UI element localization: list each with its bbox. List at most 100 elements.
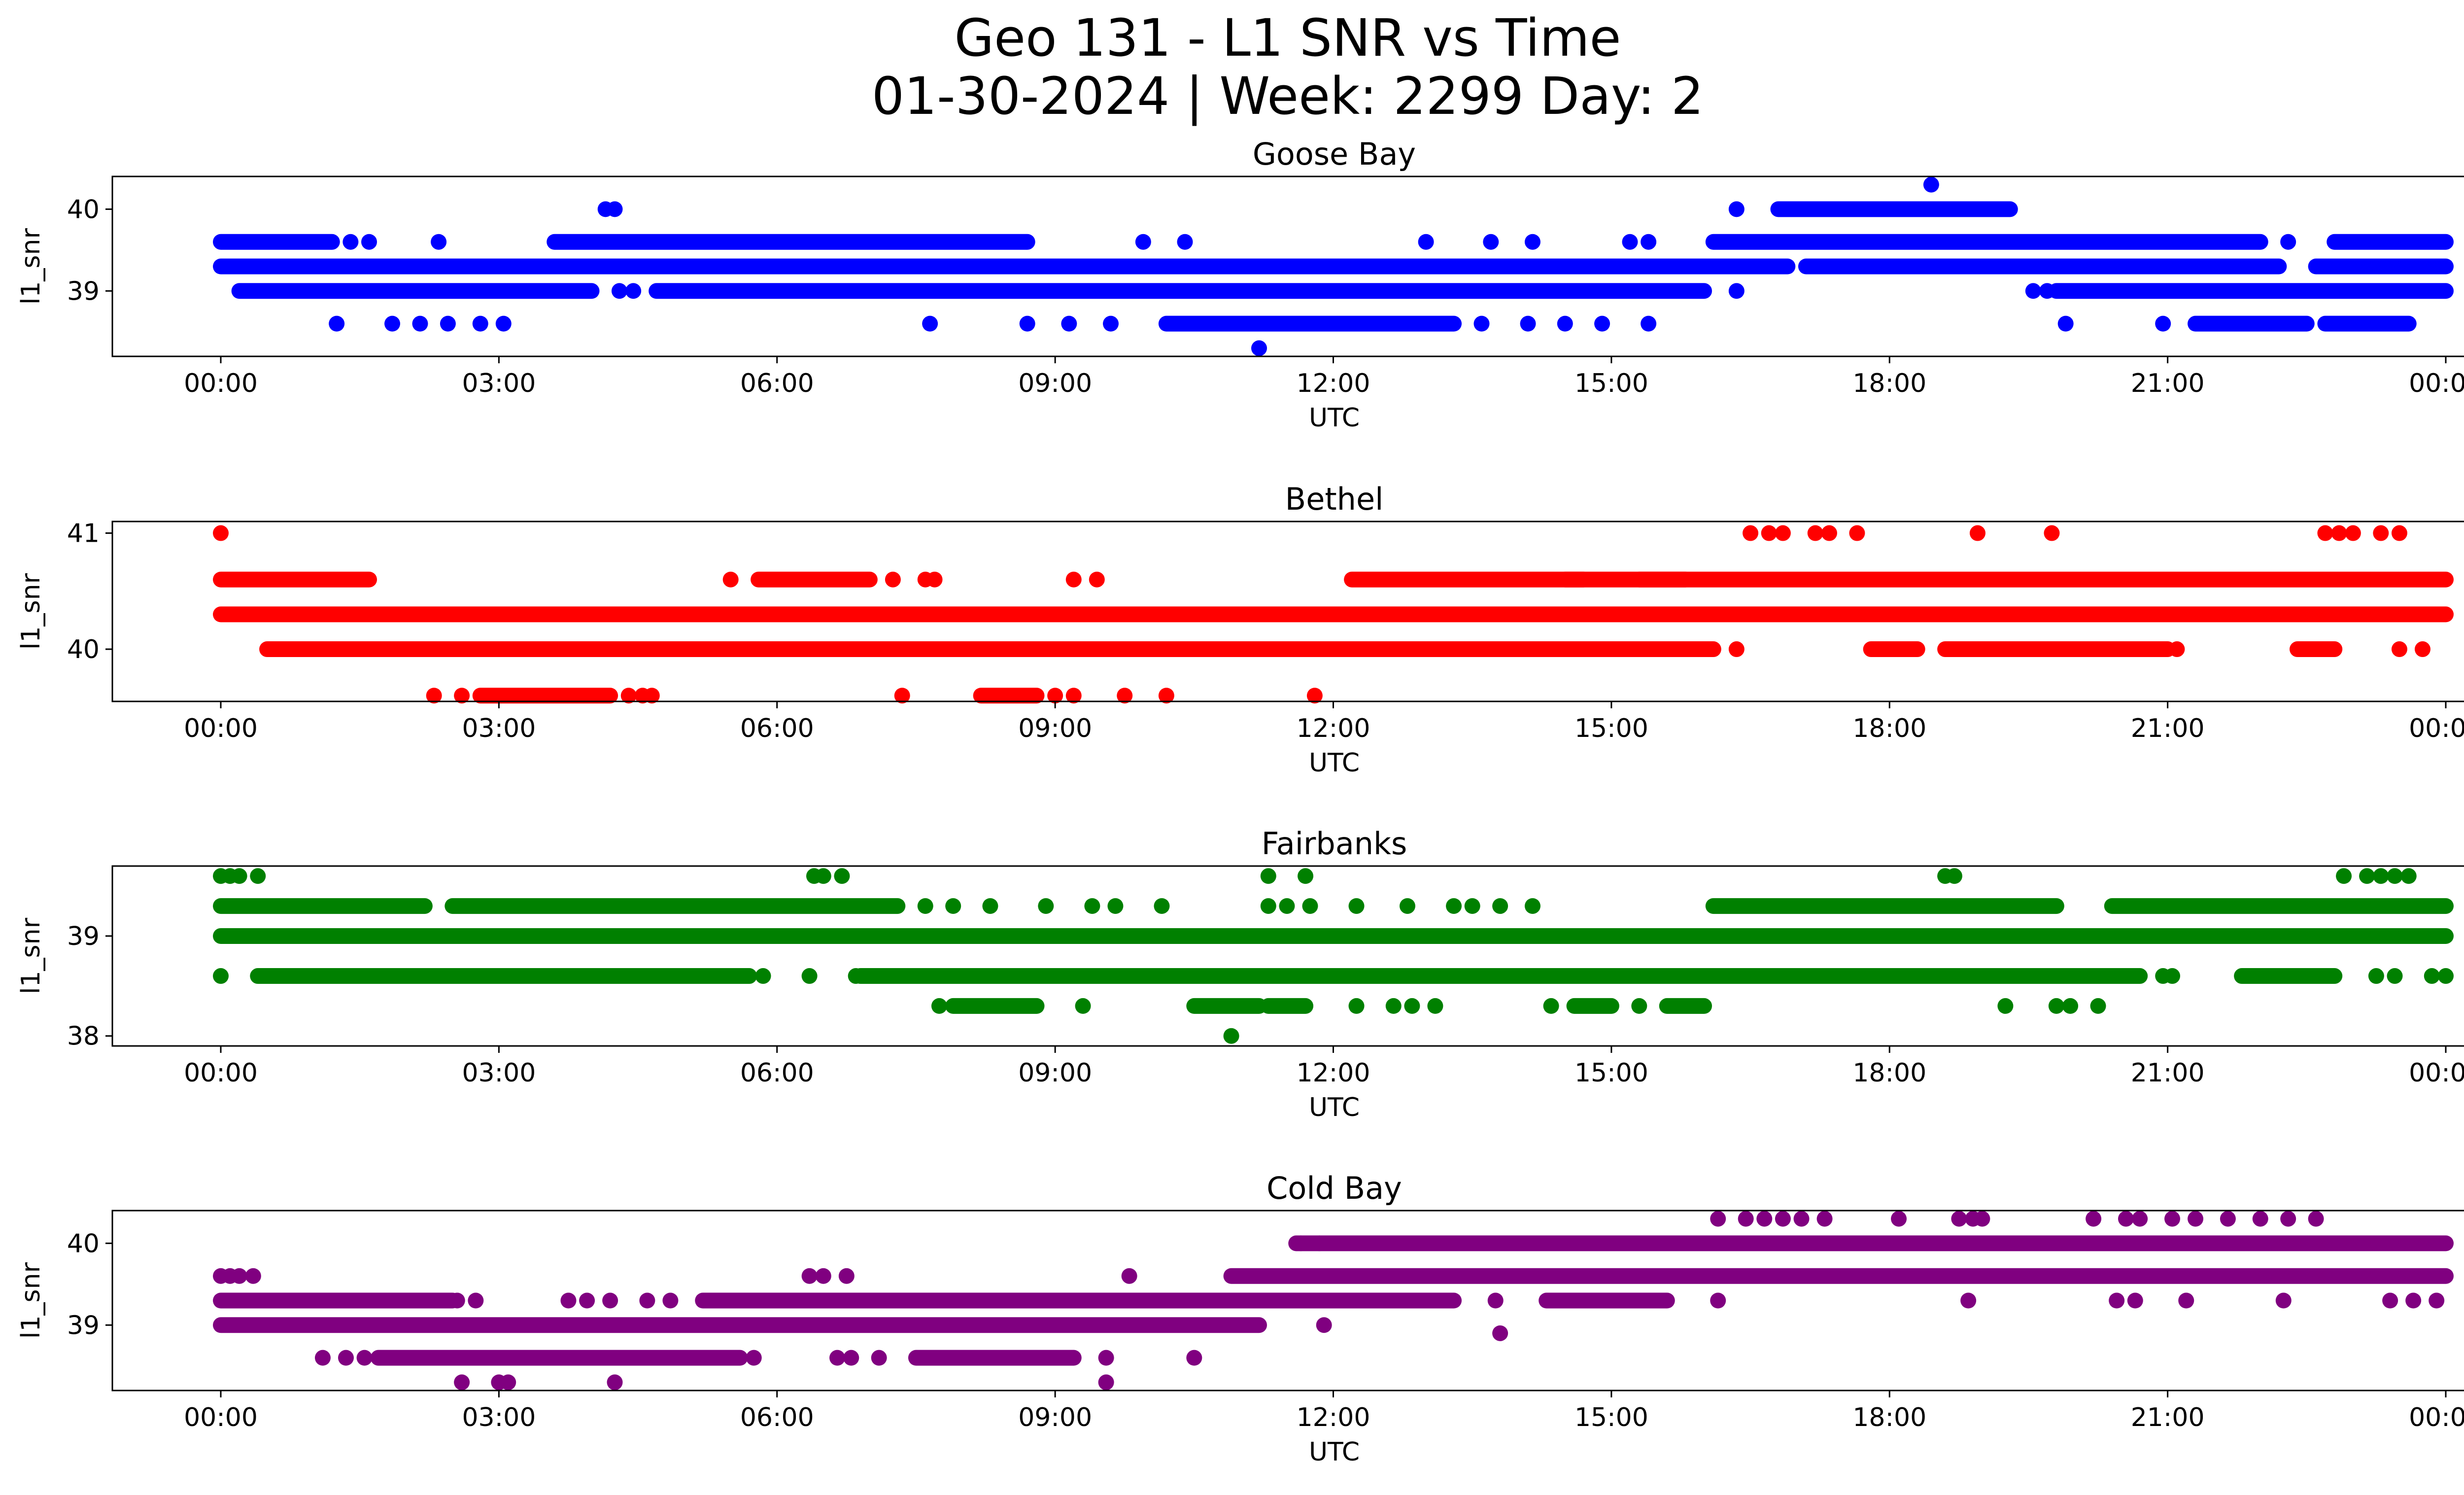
data-point xyxy=(1311,1235,1328,1252)
data-point xyxy=(1418,234,1434,250)
x-tick-label: 06:00 xyxy=(740,369,814,398)
data-point-run xyxy=(259,641,1721,658)
data-point xyxy=(431,234,447,250)
x-tick-label: 21:00 xyxy=(2131,714,2205,743)
data-point-run xyxy=(1835,968,2139,984)
data-point xyxy=(2391,641,2407,658)
x-tick-label: 12:00 xyxy=(1297,1403,1370,1432)
x-tick-label: 03:00 xyxy=(462,1403,536,1432)
subplot-title: Fairbanks xyxy=(1262,826,1407,862)
data-point xyxy=(495,315,512,332)
data-point xyxy=(1891,1211,1907,1227)
data-point xyxy=(1348,998,1365,1014)
data-point xyxy=(426,688,442,704)
data-point-run xyxy=(1937,641,2176,658)
data-point xyxy=(722,571,739,588)
data-point xyxy=(2188,1211,2204,1227)
data-point xyxy=(2373,868,2389,884)
data-point-run xyxy=(1631,571,2454,588)
data-point xyxy=(2414,641,2430,658)
data-point-run xyxy=(945,998,1045,1014)
axes-frame xyxy=(111,1210,2464,1391)
x-tick-label: 06:00 xyxy=(740,1058,814,1088)
data-point-run xyxy=(1186,998,1267,1014)
data-point xyxy=(412,315,428,332)
axes-frame xyxy=(111,521,2464,702)
data-point xyxy=(1154,898,1170,914)
data-point xyxy=(2178,1292,2194,1309)
data-point xyxy=(2109,1292,2125,1309)
data-point xyxy=(449,1292,465,1309)
data-point xyxy=(1520,315,1536,332)
data-point xyxy=(2039,283,2055,299)
x-tick-label: 00:00 xyxy=(184,1403,258,1432)
data-point xyxy=(871,1350,887,1366)
subplot-fairbanks: Fairbanks 00:00 03:00 06:00 09:00 12:00 15:00 1… xyxy=(16,826,2464,1122)
data-point-run xyxy=(2317,315,2417,332)
x-tick-label: 00:00 xyxy=(184,369,258,398)
data-point-run xyxy=(1705,898,2064,914)
x-axis-label: UTC xyxy=(1309,1093,1360,1122)
data-point xyxy=(1710,1292,1726,1309)
data-point xyxy=(1302,898,1318,914)
data-point-run xyxy=(547,234,1035,250)
data-point xyxy=(2155,315,2171,332)
x-tick-label: 15:00 xyxy=(1574,1403,1648,1432)
data-point xyxy=(250,868,266,884)
data-point xyxy=(1492,1325,1508,1341)
x-tick-label: 15:00 xyxy=(1574,369,1648,398)
data-point xyxy=(1117,688,1133,704)
x-tick-label: 03:00 xyxy=(462,369,536,398)
data-point xyxy=(1923,176,1939,193)
data-point-run xyxy=(2048,283,2454,299)
subplot-title: Goose Bay xyxy=(1253,136,1416,172)
data-point-run xyxy=(1344,571,1592,588)
subplot-title: Bethel xyxy=(1285,481,1384,517)
series-points xyxy=(213,868,2454,1044)
data-point xyxy=(2382,1292,2398,1309)
data-point xyxy=(662,1292,679,1309)
data-point xyxy=(2336,868,2352,884)
data-point xyxy=(2057,315,2074,332)
x-tick-label: 09:00 xyxy=(1018,1403,1092,1432)
data-point xyxy=(1348,898,1365,914)
data-point-run xyxy=(2234,968,2343,984)
x-tick-label: 15:00 xyxy=(1574,714,1648,743)
data-point xyxy=(2118,1211,2134,1227)
x-tick-label: 03:00 xyxy=(462,1058,536,1088)
data-point xyxy=(917,898,933,914)
data-point xyxy=(611,283,627,299)
data-point xyxy=(1075,998,1091,1014)
data-point xyxy=(625,283,642,299)
data-point xyxy=(815,1268,831,1284)
data-point xyxy=(2331,525,2347,541)
x-tick-label: 00:00 xyxy=(184,714,258,743)
data-point xyxy=(454,1374,470,1391)
data-point xyxy=(472,315,488,332)
x-tick-label: 21:00 xyxy=(2131,1403,2205,1432)
y-tick-label: 40 xyxy=(67,1229,100,1258)
x-tick-label: 21:00 xyxy=(2131,369,2205,398)
data-point xyxy=(2090,998,2106,1014)
data-point xyxy=(922,315,938,332)
y-tick-label: 39 xyxy=(67,277,100,306)
data-point xyxy=(1065,688,1082,704)
data-point xyxy=(2345,525,2361,541)
x-tick-label: 00:00 xyxy=(2409,1058,2464,1088)
y-axis-label: l1_snr xyxy=(16,573,46,650)
x-tick-label: 06:00 xyxy=(740,1403,814,1432)
data-point xyxy=(1816,1211,1833,1227)
axes-frame xyxy=(111,865,2464,1047)
data-point xyxy=(885,571,901,588)
data-point xyxy=(982,898,998,914)
data-point xyxy=(468,1292,484,1309)
data-point xyxy=(602,1292,618,1309)
y-tick-label: 40 xyxy=(67,195,100,224)
data-point xyxy=(1473,315,1490,332)
x-axis-label: UTC xyxy=(1309,403,1360,433)
data-point xyxy=(2044,525,2060,541)
data-point xyxy=(1756,1211,1773,1227)
x-tick-label: 15:00 xyxy=(1574,1058,1648,1088)
data-point xyxy=(1728,283,1745,299)
data-point-run xyxy=(231,283,600,299)
